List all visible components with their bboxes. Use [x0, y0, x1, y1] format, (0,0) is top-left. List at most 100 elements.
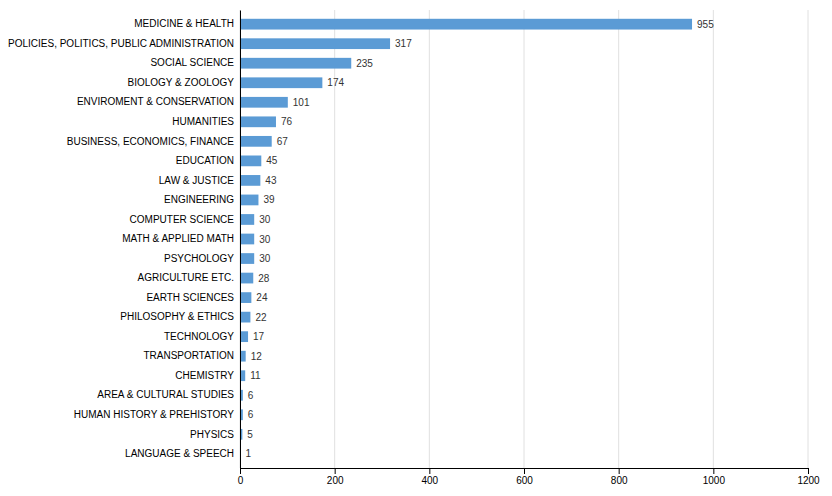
data-labels: 9553172351741017667454339303030282422171… [245, 19, 714, 460]
y-tick: BUSINESS, ECONOMICS, FINANCE [67, 136, 235, 147]
y-tick: TRANSPORTATION [143, 350, 234, 361]
x-tick-mark [808, 468, 809, 474]
y-tick-label: BUSINESS, ECONOMICS, FINANCE [67, 136, 235, 147]
x-tick-label: 0 [238, 475, 244, 486]
y-tick-label: TRANSPORTATION [143, 350, 234, 361]
x-tick: 1000 [703, 468, 726, 486]
y-tick: LANGUAGE & SPEECH [125, 448, 234, 459]
data-label: 5 [247, 429, 253, 440]
grid-line [240, 10, 241, 468]
x-tick-label: 600 [516, 475, 533, 486]
x-tick-mark [335, 468, 336, 474]
y-tick-label: HUMANITIES [172, 116, 234, 127]
grid-line [808, 10, 809, 468]
y-tick-label: ENVIROMENT & CONSERVATION [77, 96, 234, 107]
data-label: 1 [245, 448, 251, 459]
grid-line [713, 10, 714, 468]
x-tick-mark [713, 468, 714, 474]
data-label: 17 [253, 331, 265, 342]
y-tick-label: CHEMISTRY [175, 370, 234, 381]
bar [240, 292, 251, 303]
y-tick-label: LANGUAGE & SPEECH [125, 448, 234, 459]
data-label: 67 [277, 136, 289, 147]
chart-svg: 0 200 400 600 800 1000 1200 MEDICINE & HEALTHPO… [0, 0, 832, 496]
y-tick: ENVIROMENT & CONSERVATION [77, 96, 234, 107]
y-tick: LAW & JUSTICE [159, 175, 235, 186]
x-tick: 1200 [797, 468, 820, 486]
y-tick: SOCIAL SCIENCE [150, 57, 234, 68]
bar [240, 312, 250, 323]
y-tick: TECHNOLOGY [164, 331, 234, 342]
data-label: 22 [255, 312, 267, 323]
data-label: 6 [248, 390, 254, 401]
x-tick-mark [619, 468, 620, 474]
data-label: 12 [251, 351, 263, 362]
y-tick-label: PHILOSOPHY & ETHICS [120, 311, 234, 322]
y-tick: PHILOSOPHY & ETHICS [120, 311, 234, 322]
y-tick: COMPUTER SCIENCE [130, 214, 235, 225]
grid-line [524, 10, 525, 468]
bar [240, 195, 258, 206]
y-tick-label: LAW & JUSTICE [159, 175, 235, 186]
bar [240, 116, 276, 127]
data-label: 39 [263, 194, 275, 205]
y-tick: CHEMISTRY [175, 370, 234, 381]
bar [240, 156, 261, 167]
bar [240, 331, 248, 342]
bar [240, 136, 272, 147]
data-label: 30 [259, 253, 271, 264]
x-axis: 0 200 400 600 800 1000 1200 [238, 468, 820, 486]
y-tick-label: SOCIAL SCIENCE [150, 57, 234, 68]
bar [240, 253, 254, 264]
bar [240, 175, 260, 186]
y-tick-label: MATH & APPLIED MATH [122, 233, 234, 244]
x-tick-label: 800 [611, 475, 628, 486]
grid-line [618, 10, 619, 468]
x-tick: 0 [238, 468, 244, 486]
x-tick-mark [240, 468, 241, 474]
y-tick: EARTH SCIENCES [146, 292, 234, 303]
bar [240, 77, 322, 88]
y-tick: PHYSICS [190, 429, 234, 440]
y-tick: AREA & CULTURAL STUDIES [97, 389, 234, 400]
y-tick-label: HUMAN HISTORY & PREHISTORY [74, 409, 235, 420]
bar [240, 234, 254, 245]
bar [240, 38, 390, 49]
data-label: 30 [259, 234, 271, 245]
x-tick-label: 400 [421, 475, 438, 486]
grid [240, 10, 808, 468]
y-tick: PSYCHOLOGY [164, 253, 234, 264]
data-label: 30 [259, 214, 271, 225]
x-tick: 400 [421, 468, 438, 486]
data-label: 317 [395, 38, 412, 49]
bar [240, 19, 692, 30]
y-tick: BIOLOGY & ZOOLOGY [127, 77, 234, 88]
y-tick: HUMANITIES [172, 116, 234, 127]
y-tick-label: PHYSICS [190, 429, 234, 440]
x-tick-label: 1200 [797, 475, 820, 486]
bar [240, 214, 254, 225]
bar [240, 273, 253, 284]
y-tick-label: TECHNOLOGY [164, 331, 234, 342]
data-label: 235 [356, 58, 373, 69]
data-label: 955 [697, 19, 714, 30]
y-tick-label: AGRICULTURE ETC. [138, 272, 235, 283]
x-tick: 200 [327, 468, 344, 486]
y-tick-label: EDUCATION [176, 155, 234, 166]
data-label: 11 [250, 370, 261, 381]
y-tick-label: EARTH SCIENCES [146, 292, 234, 303]
data-label: 28 [258, 273, 270, 284]
y-tick-label: ENGINEERING [164, 194, 234, 205]
data-label: 174 [327, 77, 344, 88]
y-tick: HUMAN HISTORY & PREHISTORY [74, 409, 235, 420]
y-tick-label: COMPUTER SCIENCE [130, 214, 235, 225]
x-tick-label: 200 [327, 475, 344, 486]
y-axis: MEDICINE & HEALTHPOLICIES, POLITICS, PUB… [8, 11, 240, 469]
y-tick-label: PSYCHOLOGY [164, 253, 234, 264]
grid-line [429, 10, 430, 468]
data-label: 101 [293, 97, 310, 108]
x-tick: 600 [516, 468, 533, 486]
x-tick-mark [524, 468, 525, 474]
x-axis-line [241, 469, 809, 475]
y-tick: MEDICINE & HEALTH [134, 18, 234, 29]
